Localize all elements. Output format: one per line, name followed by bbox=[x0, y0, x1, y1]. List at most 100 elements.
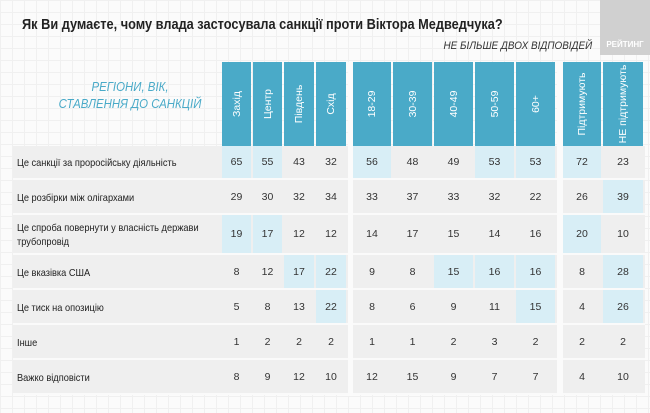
table-cell: 2 bbox=[264, 335, 271, 348]
table-cell: 14 bbox=[366, 228, 378, 240]
table-cell: 37 bbox=[406, 190, 419, 203]
table-cell: 2 bbox=[450, 335, 457, 348]
table-cell: 20 bbox=[563, 215, 601, 253]
table-cell: 56 bbox=[353, 146, 391, 178]
table-cell: 8 bbox=[233, 265, 240, 278]
column-header-label: 30-39 bbox=[406, 90, 419, 118]
table-cell: 22 bbox=[529, 190, 542, 203]
table-cell: 22 bbox=[316, 290, 346, 323]
table-cell: 8 bbox=[233, 370, 240, 383]
table-cell: 32 bbox=[325, 156, 337, 168]
table-cell: 43 bbox=[293, 156, 305, 168]
row-label: Це спроба повернути у власність держави … bbox=[17, 222, 199, 248]
table-cell: 4 bbox=[579, 370, 585, 383]
column-header: 30-39 bbox=[393, 62, 432, 146]
row-header: РЕГІОНИ, ВІК, СТАВЛЕННЯ ДО САНКЦІЙ bbox=[51, 78, 209, 112]
subtitle: НЕ БІЛЬШЕ ДВОХ ВІДПОВІДЕЙ bbox=[443, 40, 592, 52]
table-cell: 32 bbox=[293, 190, 305, 203]
table-cell: 10 bbox=[325, 370, 337, 383]
group-divider bbox=[557, 62, 563, 396]
table-cell: 15 bbox=[434, 255, 473, 288]
table-cell: 53 bbox=[516, 146, 555, 178]
column-header: Південь bbox=[284, 62, 314, 146]
table-cell: 16 bbox=[475, 255, 514, 288]
table-cell: 8 bbox=[264, 300, 271, 313]
table-cell: 72 bbox=[563, 146, 601, 178]
table-cell: 17 bbox=[406, 228, 419, 240]
table-cell: 49 bbox=[447, 156, 460, 168]
table-cell: 9 bbox=[369, 265, 375, 278]
table-cell: 1 bbox=[369, 335, 375, 348]
column-header-label: Південь bbox=[293, 84, 305, 124]
table-cell: 9 bbox=[264, 370, 271, 383]
column-header-label: Захід bbox=[230, 91, 243, 117]
table-cell: 7 bbox=[491, 370, 498, 383]
page-title: Як Ви думаєте, чому влада застосувала са… bbox=[22, 17, 503, 33]
table-cell: 10 bbox=[617, 228, 629, 240]
table-cell: 6 bbox=[409, 300, 416, 313]
table-cell: 23 bbox=[617, 156, 629, 168]
column-header-label: НЕ підтримують bbox=[617, 64, 629, 144]
column-header: НЕ підтримують bbox=[603, 62, 643, 146]
table-cell: 2 bbox=[620, 335, 626, 348]
table-cell: 19 bbox=[222, 215, 251, 253]
table-cell: 8 bbox=[579, 265, 585, 278]
column-header: Підтримують bbox=[563, 62, 601, 146]
column-header-label: 50-59 bbox=[488, 90, 501, 118]
table-cell: 48 bbox=[406, 156, 419, 168]
row-label: Це вказівка США bbox=[17, 266, 91, 279]
table-cell: 2 bbox=[296, 335, 302, 348]
table-cell: 7 bbox=[532, 370, 539, 383]
row-label: Інше bbox=[17, 336, 38, 349]
table-cell: 22 bbox=[316, 255, 346, 288]
column-header: 60+ bbox=[516, 62, 555, 146]
table-cell: 12 bbox=[261, 265, 274, 278]
table-cell: 17 bbox=[253, 215, 282, 253]
column-header: 18-29 bbox=[353, 62, 391, 146]
table-cell: 15 bbox=[406, 370, 419, 383]
table-cell: 39 bbox=[603, 180, 643, 213]
table-cell: 9 bbox=[450, 300, 457, 313]
row-header-line: РЕГІОНИ, ВІК, bbox=[91, 79, 169, 94]
row-label: Це тиск на опозицію bbox=[17, 301, 104, 314]
table-cell: 14 bbox=[488, 228, 501, 240]
logo: РЕЙТИНГ bbox=[600, 0, 650, 55]
column-header-label: Схід bbox=[325, 93, 337, 115]
column-header-label: 40-49 bbox=[447, 90, 460, 118]
table-cell: 15 bbox=[516, 290, 555, 323]
table-cell: 8 bbox=[409, 265, 416, 278]
table-cell: 2 bbox=[328, 335, 334, 348]
table-cell: 33 bbox=[366, 190, 378, 203]
column-header-label: 60+ bbox=[529, 95, 542, 113]
table-cell: 32 bbox=[488, 190, 501, 203]
logo-text: РЕЙТИНГ bbox=[606, 40, 644, 49]
table-cell: 53 bbox=[475, 146, 514, 178]
table-cell: 33 bbox=[447, 190, 460, 203]
table-cell: 1 bbox=[409, 335, 416, 348]
table-cell: 34 bbox=[325, 190, 337, 203]
table-cell: 16 bbox=[516, 255, 555, 288]
table-row bbox=[13, 180, 645, 215]
table-cell: 10 bbox=[617, 370, 629, 383]
row-header-line: СТАВЛЕННЯ ДО САНКЦІЙ bbox=[58, 96, 202, 111]
table-cell: 9 bbox=[450, 370, 457, 383]
table-cell: 5 bbox=[233, 300, 240, 313]
column-header: 40-49 bbox=[434, 62, 473, 146]
table-cell: 28 bbox=[603, 255, 643, 288]
table-cell: 11 bbox=[489, 300, 500, 313]
table-cell: 13 bbox=[293, 300, 305, 313]
table-cell: 12 bbox=[293, 228, 305, 240]
table-cell: 16 bbox=[529, 228, 542, 240]
table-cell: 15 bbox=[447, 228, 460, 240]
column-header-label: Центр bbox=[261, 88, 274, 120]
table-cell: 17 bbox=[284, 255, 314, 288]
table-row bbox=[13, 215, 645, 255]
table-cell: 3 bbox=[491, 335, 498, 348]
table-cell: 26 bbox=[576, 190, 588, 203]
table-cell: 8 bbox=[369, 300, 375, 313]
table-cell: 2 bbox=[532, 335, 539, 348]
table-cell: 26 bbox=[603, 290, 643, 323]
column-header-label: Підтримують bbox=[576, 72, 588, 136]
column-header: 50-59 bbox=[475, 62, 514, 146]
table-cell: 12 bbox=[293, 370, 305, 383]
